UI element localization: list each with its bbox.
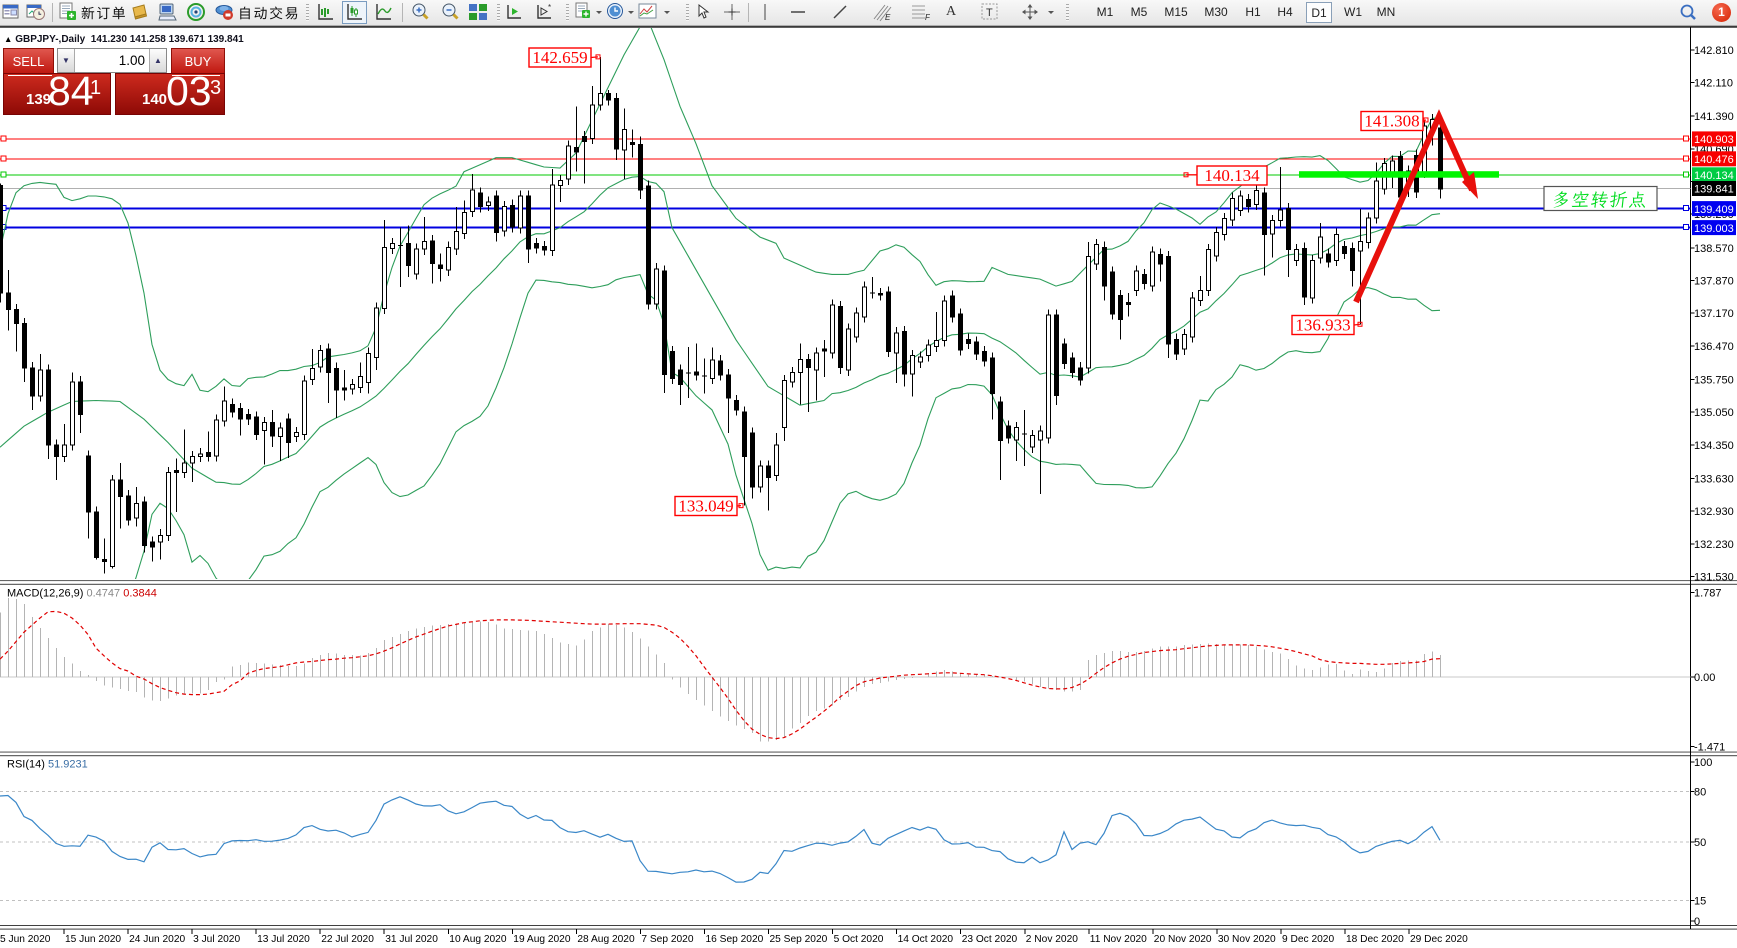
svg-text:141.390: 141.390 [1694, 111, 1734, 123]
svg-text:20 Nov 2020: 20 Nov 2020 [1154, 934, 1212, 945]
svg-text:136.933: 136.933 [1295, 316, 1350, 335]
svg-text:142.810: 142.810 [1694, 45, 1734, 57]
svg-text:80: 80 [1694, 787, 1706, 799]
svg-text:7 Sep 2020: 7 Sep 2020 [641, 934, 693, 945]
svg-text:139.409: 139.409 [1694, 204, 1734, 216]
svg-text:E: E [885, 13, 891, 22]
svg-text:132.230: 132.230 [1694, 539, 1734, 551]
svg-text:*: * [548, 3, 551, 12]
svg-text:19 Aug 2020: 19 Aug 2020 [513, 934, 571, 945]
svg-text:18 Dec 2020: 18 Dec 2020 [1346, 934, 1404, 945]
svg-text:1.787: 1.787 [1694, 588, 1722, 600]
svg-text:22 Jul 2020: 22 Jul 2020 [321, 934, 374, 945]
svg-text:5 Oct 2020: 5 Oct 2020 [834, 934, 884, 945]
svg-text:T: T [986, 7, 993, 19]
svg-text:133.630: 133.630 [1694, 474, 1734, 486]
svg-text:5 Jun 2020: 5 Jun 2020 [0, 934, 51, 945]
svg-text:142.659: 142.659 [532, 48, 587, 67]
svg-text:31 Jul 2020: 31 Jul 2020 [385, 934, 438, 945]
svg-text:137.870: 137.870 [1694, 276, 1734, 288]
svg-text:24 Jun 2020: 24 Jun 2020 [129, 934, 185, 945]
svg-text:MACD(12,26,9) 0.4747 0.3844: MACD(12,26,9) 0.4747 0.3844 [7, 588, 157, 600]
svg-text:140.134: 140.134 [1694, 170, 1734, 182]
svg-text:133.049: 133.049 [678, 497, 733, 516]
svg-text:0: 0 [1694, 916, 1700, 928]
svg-text:141.308: 141.308 [1364, 112, 1419, 131]
svg-text:23 Oct 2020: 23 Oct 2020 [962, 934, 1018, 945]
svg-text:15 Jun 2020: 15 Jun 2020 [65, 934, 121, 945]
svg-text:10 Aug 2020: 10 Aug 2020 [449, 934, 507, 945]
svg-text:140.903: 140.903 [1694, 134, 1734, 146]
svg-text:16 Sep 2020: 16 Sep 2020 [706, 934, 764, 945]
svg-text:136.470: 136.470 [1694, 341, 1734, 353]
svg-text:25 Sep 2020: 25 Sep 2020 [770, 934, 828, 945]
svg-text:-1.471: -1.471 [1694, 742, 1725, 754]
svg-text:30 Nov 2020: 30 Nov 2020 [1218, 934, 1276, 945]
svg-text:0.00: 0.00 [1694, 672, 1715, 684]
svg-text:140.476: 140.476 [1694, 154, 1734, 166]
svg-text:138.570: 138.570 [1694, 243, 1734, 255]
svg-text:140.134: 140.134 [1204, 166, 1260, 185]
svg-text:2 Nov 2020: 2 Nov 2020 [1026, 934, 1078, 945]
svg-text:3 Jul 2020: 3 Jul 2020 [193, 934, 240, 945]
svg-text:132.930: 132.930 [1694, 506, 1734, 518]
svg-text:135.050: 135.050 [1694, 407, 1734, 419]
svg-text:100: 100 [1694, 757, 1712, 769]
svg-text:139.841: 139.841 [1694, 184, 1734, 196]
svg-text:142.110: 142.110 [1694, 78, 1733, 90]
svg-text:134.350: 134.350 [1694, 440, 1734, 452]
svg-text:15: 15 [1694, 896, 1706, 908]
svg-text:135.750: 135.750 [1694, 375, 1734, 387]
svg-text:F: F [925, 13, 930, 22]
svg-text:28 Aug 2020: 28 Aug 2020 [577, 934, 635, 945]
svg-text:9 Dec 2020: 9 Dec 2020 [1282, 934, 1334, 945]
svg-text:RSI(14) 51.9231: RSI(14) 51.9231 [7, 759, 88, 771]
svg-text:139.003: 139.003 [1694, 223, 1734, 235]
svg-text:13 Jul 2020: 13 Jul 2020 [257, 934, 310, 945]
svg-text:14 Oct 2020: 14 Oct 2020 [898, 934, 954, 945]
svg-text:50: 50 [1694, 837, 1706, 849]
svg-text:137.170: 137.170 [1694, 308, 1734, 320]
svg-text:11 Nov 2020: 11 Nov 2020 [1090, 934, 1147, 945]
svg-text:131.530: 131.530 [1694, 572, 1734, 584]
svg-text:29 Dec 2020: 29 Dec 2020 [1410, 934, 1468, 945]
